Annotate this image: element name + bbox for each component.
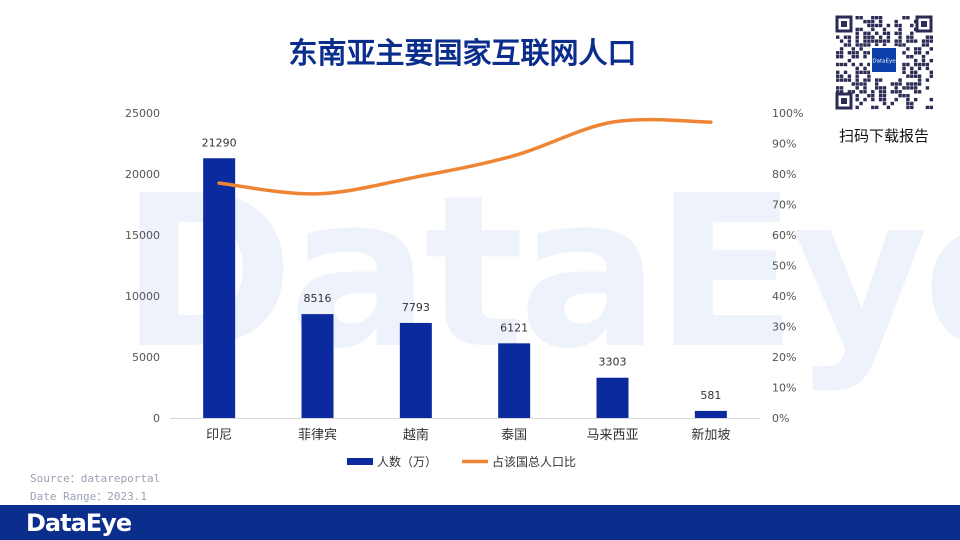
qr-caption: 扫码下载报告 — [838, 127, 929, 145]
y-left-tick-label: 20000 — [125, 168, 160, 181]
source-note: Source：datareportal Date Range：2023.1 — [30, 470, 160, 506]
y-left-tick-label: 25000 — [125, 107, 160, 120]
bar-data-label: 6121 — [500, 321, 528, 334]
y-right-tick-label: 20% — [772, 351, 796, 364]
x-tick-label: 马来西亚 — [586, 428, 638, 443]
chart-title: 东南亚主要国家互联网人口 — [288, 36, 637, 70]
x-tick-label: 菲律宾 — [298, 427, 337, 443]
bar-data-label: 581 — [700, 389, 721, 402]
qr-code[interactable]: DataEye — [834, 14, 934, 111]
y-right-tick-label: 30% — [772, 321, 796, 334]
y-right-tick-label: 0% — [772, 412, 789, 425]
y-left-tick-label: 15000 — [125, 229, 160, 242]
legend-label-bar: 人数（万） — [377, 454, 437, 469]
x-tick-label: 新加坡 — [691, 427, 730, 443]
bar — [498, 343, 531, 418]
bar-data-label: 21290 — [202, 136, 237, 149]
y-left-tick-label: 10000 — [125, 290, 160, 303]
y-right-tick-label: 70% — [772, 199, 796, 212]
bar-data-label: 8516 — [304, 292, 332, 305]
y-right-tick-label: 100% — [772, 107, 803, 120]
bar — [596, 377, 629, 418]
x-tick-label: 印尼 — [206, 428, 232, 443]
y-left-tick-label: 5000 — [132, 351, 160, 364]
date-range-line: Date Range：2023.1 — [30, 490, 147, 503]
y-left-tick-label: 0 — [153, 412, 160, 425]
x-tick-label: 泰国 — [501, 428, 527, 443]
footer-logo: DataEye — [26, 509, 132, 537]
y-right-tick-label: 50% — [772, 260, 796, 273]
bar-data-label: 7793 — [402, 301, 430, 314]
legend-swatch-bar — [347, 458, 373, 465]
line-series — [217, 117, 713, 196]
y-right-tick-label: 90% — [772, 138, 796, 151]
y-right-tick-label: 60% — [772, 229, 796, 242]
bar — [301, 314, 334, 418]
bar — [203, 158, 236, 418]
bar — [399, 322, 432, 418]
legend-label-line: 占该国总人口比 — [492, 454, 576, 469]
source-line: Source：datareportal — [30, 472, 161, 485]
y-right-tick-label: 10% — [772, 382, 796, 395]
footer-bar: DataEye — [0, 505, 960, 540]
y-right-tick-label: 80% — [772, 168, 796, 181]
bar-data-label: 3303 — [599, 356, 627, 369]
y-right-tick-label: 40% — [772, 290, 796, 303]
bar — [694, 410, 727, 418]
x-tick-label: 越南 — [403, 427, 429, 443]
qr-center-label: DataEye — [872, 59, 896, 65]
